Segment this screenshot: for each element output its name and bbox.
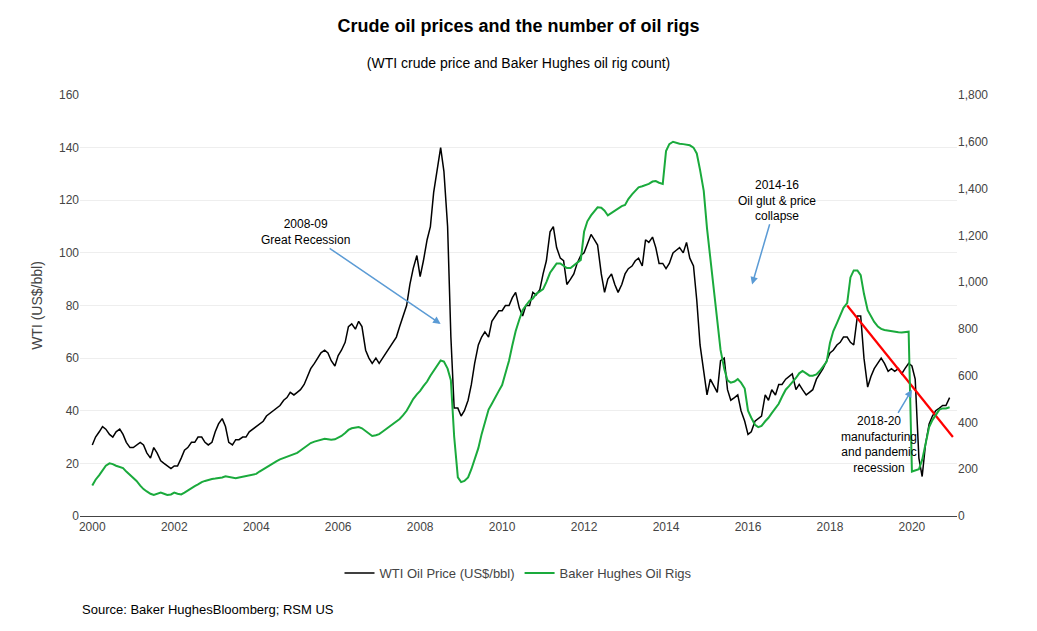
svg-text:140: 140 bbox=[59, 141, 79, 155]
svg-text:0: 0 bbox=[72, 509, 79, 523]
svg-text:40: 40 bbox=[66, 404, 80, 418]
svg-text:2002: 2002 bbox=[161, 520, 188, 534]
svg-text:1,400: 1,400 bbox=[958, 182, 988, 196]
svg-text:1,800: 1,800 bbox=[958, 88, 988, 102]
svg-text:2004: 2004 bbox=[243, 520, 270, 534]
svg-text:(WTI crude price and Baker Hug: (WTI crude price and Baker Hughes oil ri… bbox=[367, 55, 670, 71]
svg-text:Baker Hughes Oil Rigs: Baker Hughes Oil Rigs bbox=[560, 566, 692, 581]
svg-text:2018: 2018 bbox=[817, 520, 844, 534]
svg-text:60: 60 bbox=[66, 351, 80, 365]
svg-text:2000: 2000 bbox=[79, 520, 106, 534]
svg-text:2008: 2008 bbox=[407, 520, 434, 534]
svg-text:120: 120 bbox=[59, 193, 79, 207]
svg-text:20: 20 bbox=[66, 457, 80, 471]
svg-text:Source: Baker HughesBloomberg;: Source: Baker HughesBloomberg; RSM US bbox=[82, 602, 334, 617]
svg-text:WTI (US$/bbl): WTI (US$/bbl) bbox=[29, 261, 45, 350]
svg-text:2014: 2014 bbox=[653, 520, 680, 534]
svg-text:1,200: 1,200 bbox=[958, 229, 988, 243]
svg-text:2014-16Oil glut & pricecollaps: 2014-16Oil glut & pricecollapse bbox=[738, 178, 816, 223]
svg-text:1,600: 1,600 bbox=[958, 135, 988, 149]
svg-text:600: 600 bbox=[958, 369, 978, 383]
svg-text:2020: 2020 bbox=[899, 520, 926, 534]
svg-text:100: 100 bbox=[59, 246, 79, 260]
svg-text:Crude oil prices and the numbe: Crude oil prices and the number of oil r… bbox=[337, 16, 699, 36]
svg-text:1,000: 1,000 bbox=[958, 275, 988, 289]
svg-text:2006: 2006 bbox=[325, 520, 352, 534]
svg-text:2010: 2010 bbox=[489, 520, 516, 534]
svg-text:WTI Oil Price (US$/bbl): WTI Oil Price (US$/bbl) bbox=[380, 566, 515, 581]
svg-text:2016: 2016 bbox=[735, 520, 762, 534]
svg-text:80: 80 bbox=[66, 299, 80, 313]
svg-text:2012: 2012 bbox=[571, 520, 598, 534]
svg-text:400: 400 bbox=[958, 416, 978, 430]
svg-text:800: 800 bbox=[958, 322, 978, 336]
svg-text:160: 160 bbox=[59, 88, 79, 102]
svg-text:2018-20manufacturingand pandem: 2018-20manufacturingand pandemicrecessio… bbox=[841, 414, 917, 475]
svg-text:0: 0 bbox=[958, 509, 965, 523]
svg-text:200: 200 bbox=[958, 462, 978, 476]
svg-text:2008-09Great Recession: 2008-09Great Recession bbox=[261, 217, 350, 247]
